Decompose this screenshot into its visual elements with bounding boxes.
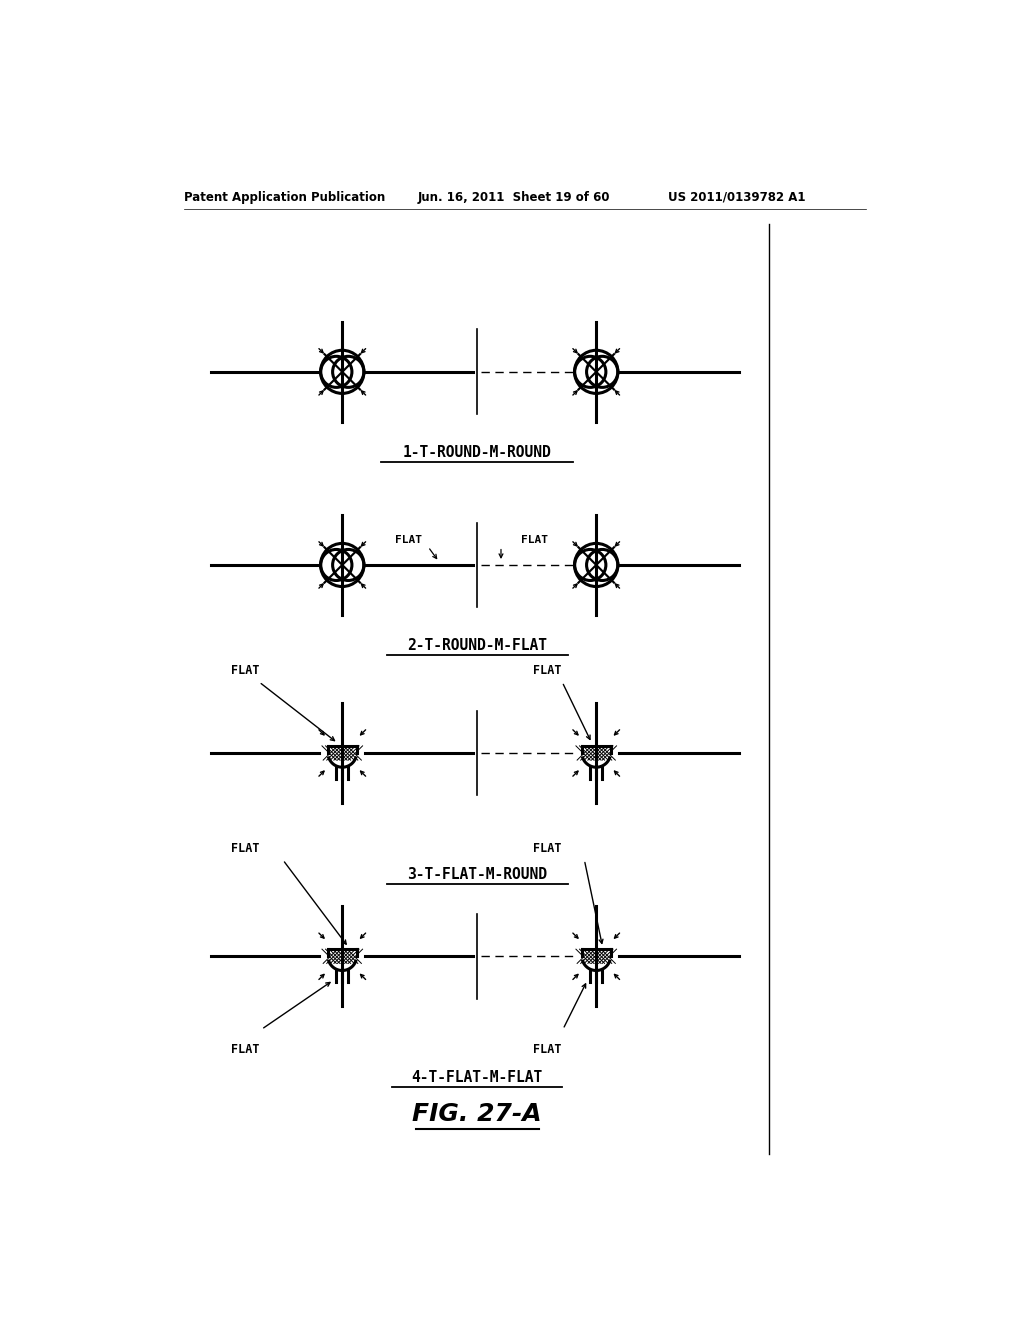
Text: FLAT: FLAT [231, 664, 260, 677]
Text: 4-T-FLAT-M-FLAT: 4-T-FLAT-M-FLAT [412, 1071, 543, 1085]
Text: US 2011/0139782 A1: US 2011/0139782 A1 [668, 190, 805, 203]
Text: FLAT: FLAT [394, 535, 422, 545]
Text: FLAT: FLAT [532, 842, 561, 854]
Text: FLAT: FLAT [532, 664, 561, 677]
Text: 2-T-ROUND-M-FLAT: 2-T-ROUND-M-FLAT [408, 638, 547, 653]
Text: Patent Application Publication: Patent Application Publication [183, 190, 385, 203]
Text: FLAT: FLAT [231, 842, 260, 854]
Text: FLAT: FLAT [521, 535, 548, 545]
Text: FLAT: FLAT [532, 1043, 561, 1056]
Text: Jun. 16, 2011  Sheet 19 of 60: Jun. 16, 2011 Sheet 19 of 60 [418, 190, 610, 203]
Text: 3-T-FLAT-M-ROUND: 3-T-FLAT-M-ROUND [408, 867, 547, 882]
Text: FIG. 27-A: FIG. 27-A [413, 1102, 542, 1126]
Text: 1-T-ROUND-M-ROUND: 1-T-ROUND-M-ROUND [402, 445, 552, 461]
Text: FLAT: FLAT [231, 1043, 260, 1056]
